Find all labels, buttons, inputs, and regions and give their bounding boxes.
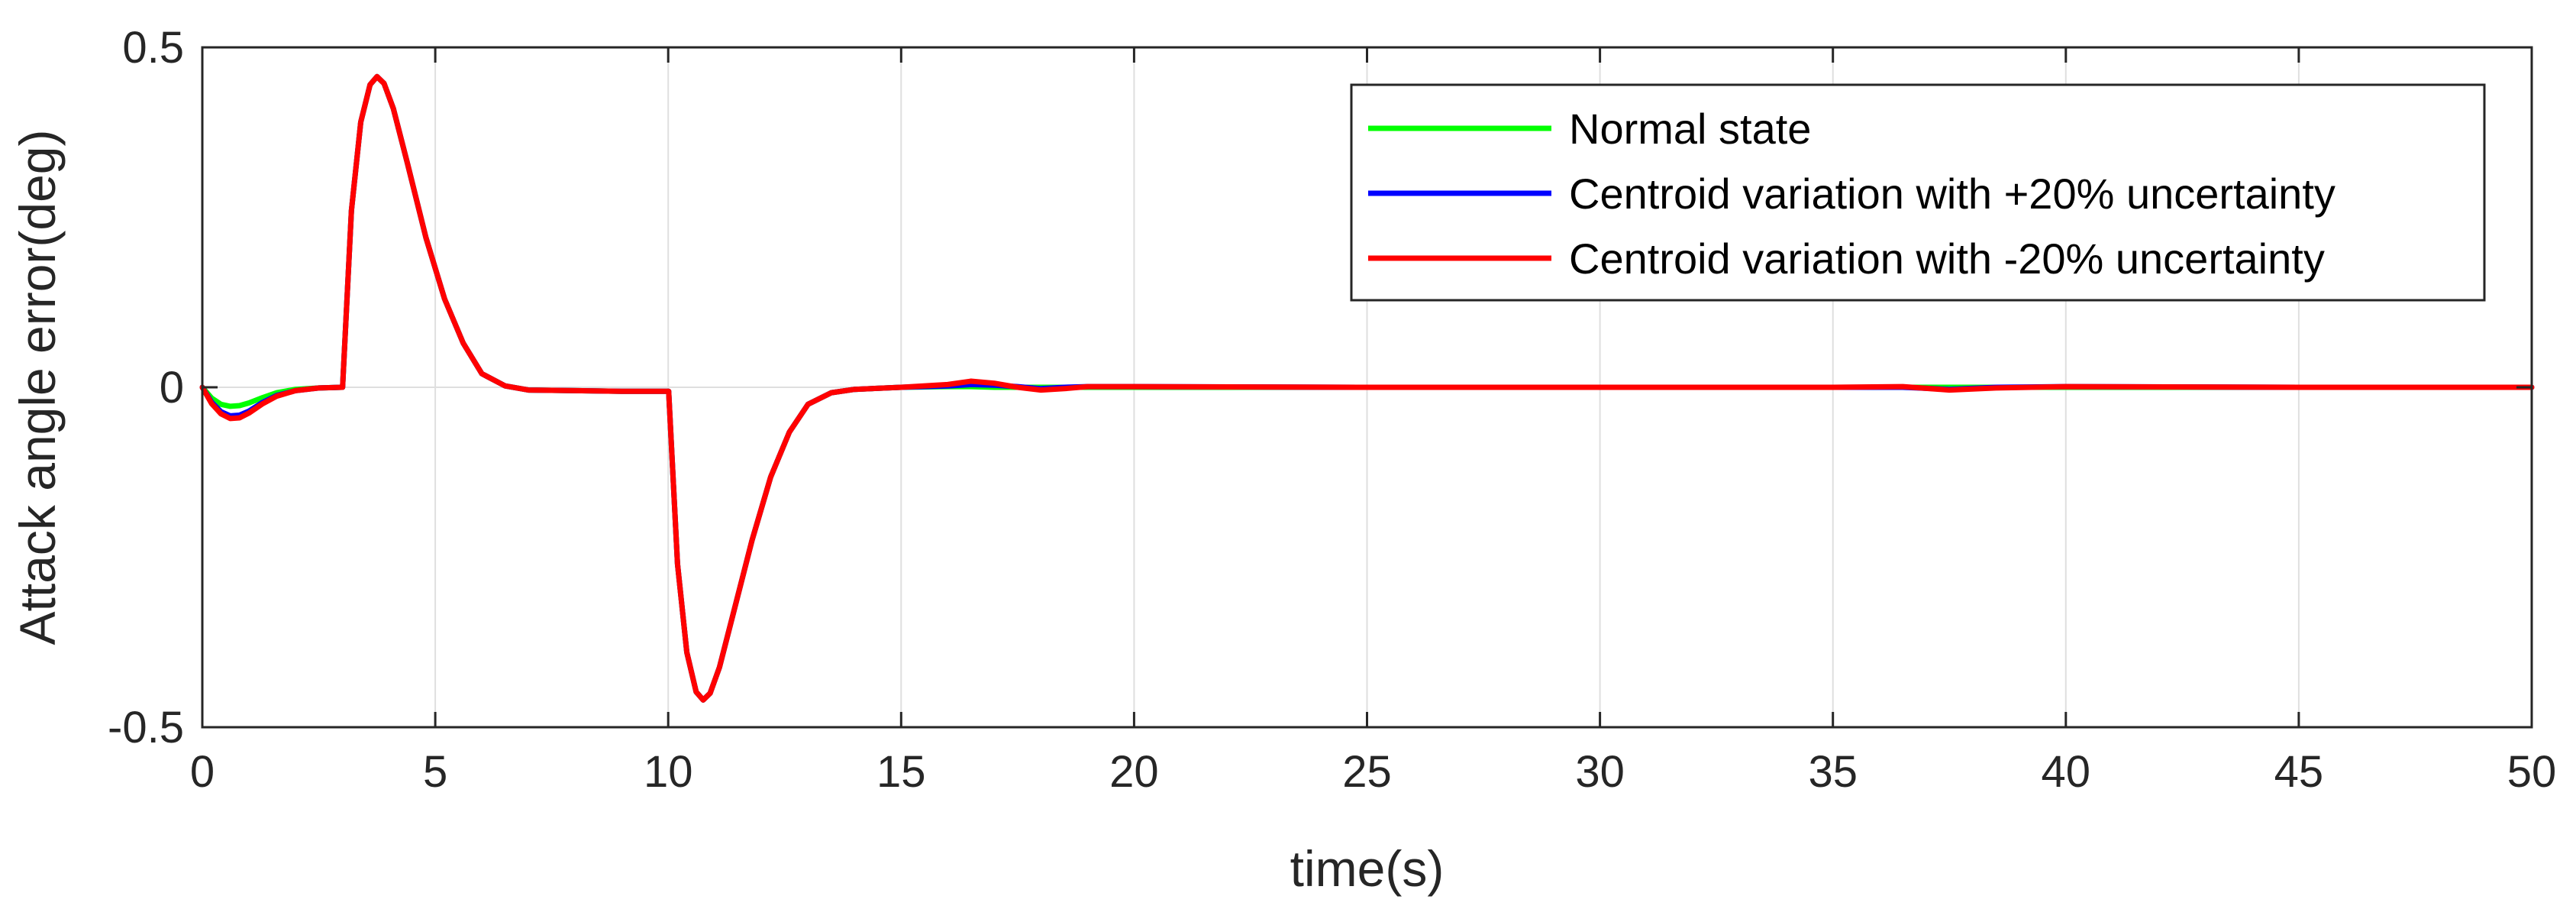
legend-label-1: Normal state xyxy=(1569,105,1811,153)
x-tick-label: 45 xyxy=(2274,747,2324,797)
legend: Normal state Centroid variation with +20%… xyxy=(1350,83,2486,302)
legend-label-2: Centroid variation with +20% uncertainty xyxy=(1569,170,2336,218)
x-tick-label: 20 xyxy=(1109,747,1159,797)
series-line-3 xyxy=(199,73,2535,703)
x-tick-label: 15 xyxy=(876,747,926,797)
x-tick-label: 5 xyxy=(423,747,447,797)
x-tick-label: 0 xyxy=(190,747,215,797)
x-tick-label: 35 xyxy=(1808,747,1858,797)
y-tick-label: -0.5 xyxy=(108,703,184,752)
ticks: 0 5 10 15 20 25 30 35 40 45 50-0.500.5 xyxy=(108,23,2556,797)
x-tick-label: 25 xyxy=(1342,747,1392,797)
y-tick-label: 0.5 xyxy=(122,23,184,73)
legend-entries: Normal state Centroid variation with +20%… xyxy=(1368,105,2336,283)
x-tick-label: 40 xyxy=(2042,747,2091,797)
plot-series xyxy=(199,73,2535,703)
y-axis-label: Attack angle error(deg) xyxy=(9,130,66,645)
x-tick-label: 10 xyxy=(644,747,693,797)
x-tick-label: 50 xyxy=(2507,747,2557,797)
y-tick-label: 0 xyxy=(160,363,184,412)
x-tick-label: 30 xyxy=(1575,747,1625,797)
legend-label-3: Centroid variation with -20% uncertainty xyxy=(1569,235,2325,283)
x-axis-label: time(s) xyxy=(1290,840,1445,897)
